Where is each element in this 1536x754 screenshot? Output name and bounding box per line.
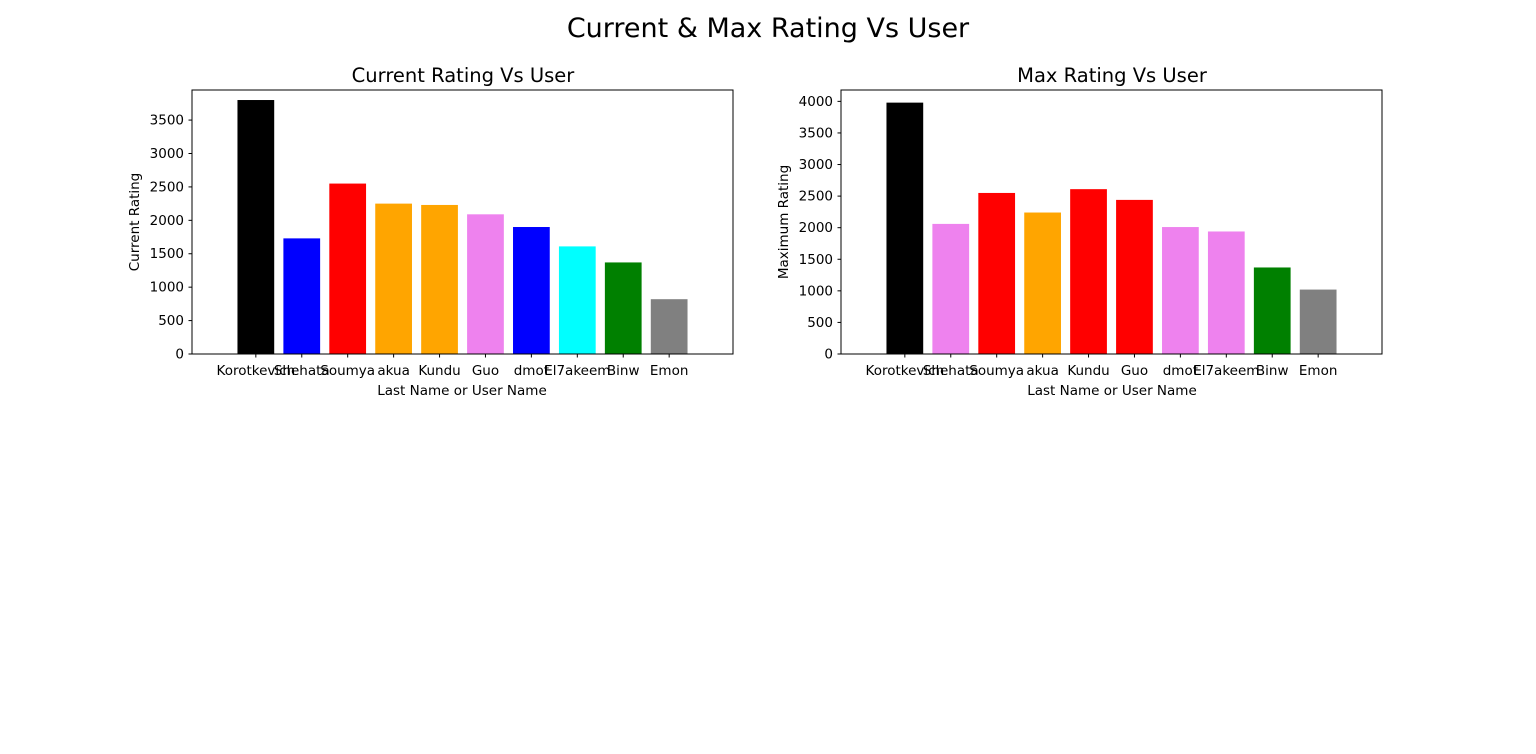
x-tick-label: Shehata [274,363,330,379]
y-tick-label: 3500 [799,125,833,141]
x-tick-label: Soumya [969,363,1024,379]
y-axis: 0 500 1000 1500 2000 2500 3000 3500 4000 [799,94,841,363]
y-tick-label: 3500 [150,113,184,129]
plot-frame [840,89,1383,355]
chart-current-rating: Current Rating Vs User 0 500 1000 1500 2000 2… [127,64,734,399]
bar-kundu [421,204,458,354]
x-tick-label: Soumya [320,363,375,379]
x-tick-label: akua [377,363,410,379]
bar-el7akeem [558,246,596,354]
bar-el7akeem [1207,231,1245,354]
x-tick-label: El7akeem [544,363,610,379]
y-tick-label: 1000 [150,280,184,296]
bar-shehata [283,238,321,354]
y-tick-label: 1500 [799,252,833,268]
x-tick-label: Guo [1121,363,1148,379]
bar-kundu [1070,189,1107,354]
x-tick-label: Kundu [418,363,460,379]
y-tick-label: 3000 [799,157,833,173]
x-tick-label: El7akeem [1193,363,1259,379]
x-tick-label: Korotkevich [217,363,296,379]
bars-group [886,102,1337,354]
x-tick-label: akua [1026,363,1059,379]
plot-frame [191,89,734,355]
y-tick-label: 4000 [799,94,833,110]
x-tick-label: Guo [472,363,499,379]
bar-emon [1299,289,1337,354]
bar-dmot [1162,227,1199,354]
bar-emon [650,299,688,354]
bar-soumya [978,192,1016,354]
y-tick-label: 0 [824,347,833,363]
bar-binw [1253,267,1291,354]
y-axis-label: Maximum Rating [776,165,792,279]
y-axis: 0 500 1000 1500 2000 2500 3000 3500 [150,113,192,363]
y-tick-label: 2500 [150,179,184,195]
x-axis-label: Last Name or User Name [377,383,547,399]
x-axis-label: Last Name or User Name [1027,383,1197,399]
chart-max-rating: Max Rating Vs User 0 500 1000 1500 2000 2500 3… [776,64,1383,399]
y-tick-label: 1000 [799,283,833,299]
x-tick-label: Shehata [923,363,979,379]
chart-title: Max Rating Vs User [1017,64,1208,87]
bar-guo [467,214,504,354]
x-tick-label: Emon [650,363,689,379]
y-tick-label: 3000 [150,146,184,162]
bar-korotkevich [886,102,924,354]
y-tick-label: 2000 [150,213,184,229]
bar-binw [604,262,642,354]
x-tick-label: Binw [1256,363,1289,379]
bars-group [237,100,688,354]
x-tick-label: dmot [1163,363,1198,379]
bar-shehata [932,223,970,354]
bar-dmot [513,227,550,354]
y-tick-label: 500 [807,315,833,331]
y-tick-label: 2500 [799,189,833,205]
x-tick-label: Kundu [1067,363,1109,379]
x-tick-label: Korotkevich [866,363,945,379]
y-tick-label: 2000 [799,220,833,236]
bar-akua [1024,212,1061,354]
figure-suptitle: Current & Max Rating Vs User [567,13,970,44]
y-tick-label: 1500 [150,246,184,262]
y-axis-label: Current Rating [127,173,143,272]
chart-title: Current Rating Vs User [352,64,576,87]
y-tick-label: 0 [175,347,184,363]
x-tick-label: Emon [1299,363,1338,379]
bar-korotkevich [237,100,275,354]
bar-akua [375,203,412,354]
bar-soumya [329,183,367,354]
x-tick-label: Binw [607,363,640,379]
bar-guo [1116,199,1153,354]
x-tick-label: dmot [514,363,549,379]
y-tick-label: 500 [158,313,184,329]
